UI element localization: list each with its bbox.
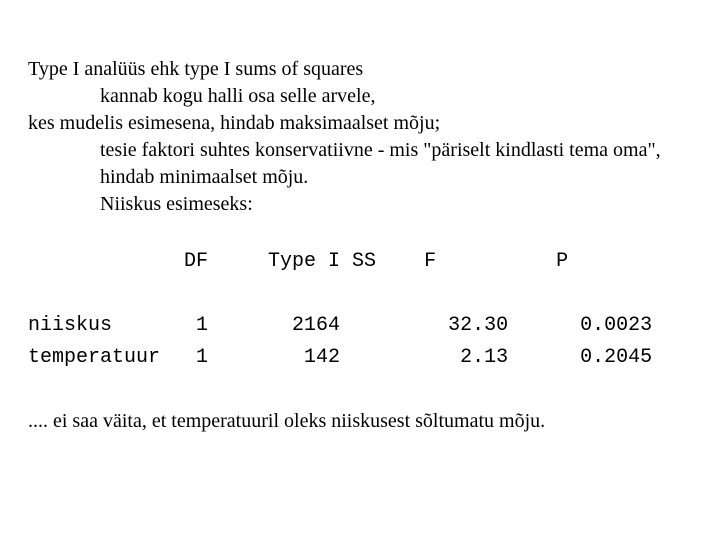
explanatory-paragraph: Type I analüüs ehk type I sums of square… [28,56,692,218]
table-header-row: DF Type I SS F P [28,250,568,273]
anova-table: DF Type I SS F P niiskus 1 2164 32.30 0.… [28,246,692,374]
para-line-1: Type I analüüs ehk type I sums of square… [28,58,363,80]
conclusion-line: .... ei saa väita, et temperatuuril olek… [28,410,692,433]
para-line-3: kes mudelis esimesena, hindab maksimaals… [28,112,440,134]
table-row-temperatuur: temperatuur 1 142 2.13 0.2045 [28,346,652,369]
document-page: Type I analüüs ehk type I sums of square… [0,0,720,433]
para-line-2: kannab kogu halli osa selle arvele, [28,83,692,110]
table-row-niiskus: niiskus 1 2164 32.30 0.0023 [28,314,652,337]
para-line-5: Niiskus esimeseks: [28,191,692,218]
para-line-4a: tesie faktori suhtes konservatiivne - mi… [28,137,692,191]
